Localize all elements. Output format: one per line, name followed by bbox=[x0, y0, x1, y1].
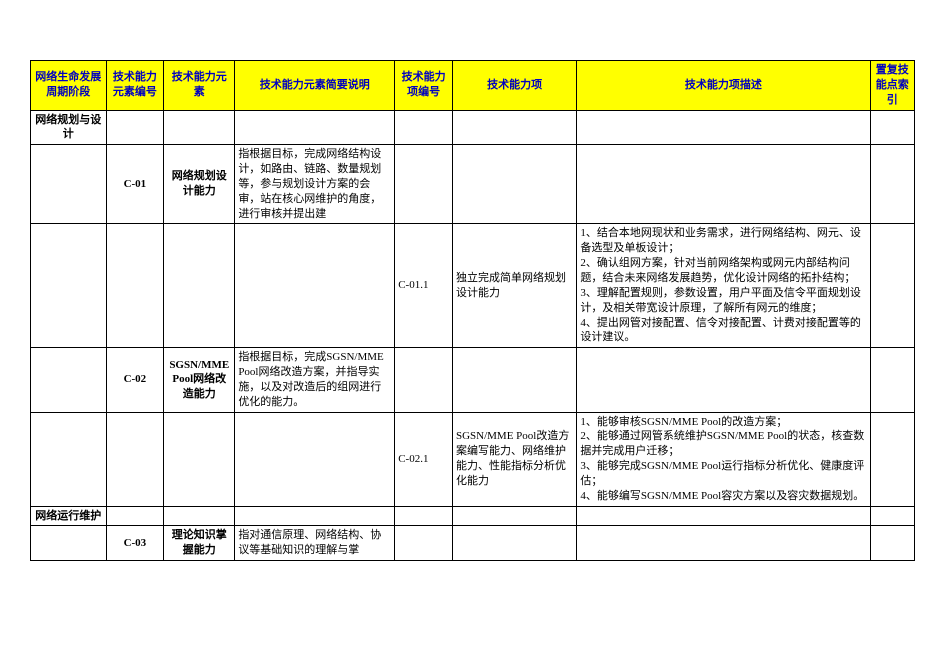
cell bbox=[106, 412, 164, 506]
cell bbox=[31, 224, 107, 348]
cell bbox=[106, 506, 164, 526]
col-header-ref: 置复技能点索引 bbox=[870, 61, 914, 111]
cell bbox=[577, 506, 870, 526]
cell bbox=[395, 506, 453, 526]
cell bbox=[164, 506, 235, 526]
cell bbox=[106, 224, 164, 348]
section-row-plan-design: 网络规划与设计 bbox=[31, 110, 915, 145]
cell bbox=[395, 526, 453, 561]
cell bbox=[870, 526, 914, 561]
col-header-element-id: 技术能力元素编号 bbox=[106, 61, 164, 111]
row-c02-1: C-02.1 SGSN/MME Pool改造方案编写能力、网络维护能力、性能指标… bbox=[31, 412, 915, 506]
row-c01-1: C-01.1 独立完成简单网络规划设计能力 1、结合本地网现状和业务需求，进行网… bbox=[31, 224, 915, 348]
cell bbox=[395, 348, 453, 412]
section-title-ops-maint: 网络运行维护 bbox=[31, 506, 107, 526]
element-desc-c03: 指对通信原理、网络结构、协议等基础知识的理解与掌 bbox=[235, 526, 395, 561]
element-id-c02: C-02 bbox=[106, 348, 164, 412]
cell bbox=[235, 224, 395, 348]
cell bbox=[577, 348, 870, 412]
cell bbox=[452, 506, 576, 526]
col-header-element-desc: 技术能力元素简要说明 bbox=[235, 61, 395, 111]
item-id-c02-1: C-02.1 bbox=[395, 412, 453, 506]
cell bbox=[452, 348, 576, 412]
col-header-element-name: 技术能力元素 bbox=[164, 61, 235, 111]
cell bbox=[452, 110, 576, 145]
cell bbox=[452, 526, 576, 561]
cell bbox=[106, 110, 164, 145]
cell bbox=[395, 110, 453, 145]
element-name-c03: 理论知识掌握能力 bbox=[164, 526, 235, 561]
element-desc-c01: 指根据目标，完成网络结构设计，如路由、链路、数量规划等，参与规划设计方案的会审，… bbox=[235, 145, 395, 224]
cell bbox=[235, 506, 395, 526]
cell bbox=[577, 526, 870, 561]
cell bbox=[164, 224, 235, 348]
col-header-item-id: 技术能力项编号 bbox=[395, 61, 453, 111]
table-header-row: 网络生命发展周期阶段 技术能力元素编号 技术能力元素 技术能力元素简要说明 技术… bbox=[31, 61, 915, 111]
element-id-c03: C-03 bbox=[106, 526, 164, 561]
section-title-plan-design: 网络规划与设计 bbox=[31, 110, 107, 145]
cell bbox=[870, 412, 914, 506]
element-name-c01: 网络规划设计能力 bbox=[164, 145, 235, 224]
element-name-c02: SGSN/MME Pool网络改造能力 bbox=[164, 348, 235, 412]
element-id-c01: C-01 bbox=[106, 145, 164, 224]
cell bbox=[577, 110, 870, 145]
row-c02: C-02 SGSN/MME Pool网络改造能力 指根据目标，完成SGSN/MM… bbox=[31, 348, 915, 412]
cell bbox=[31, 145, 107, 224]
cell bbox=[31, 348, 107, 412]
cell bbox=[395, 145, 453, 224]
col-header-item-name: 技术能力项 bbox=[452, 61, 576, 111]
section-row-ops-maint: 网络运行维护 bbox=[31, 506, 915, 526]
cell bbox=[870, 224, 914, 348]
row-c01: C-01 网络规划设计能力 指根据目标，完成网络结构设计，如路由、链路、数量规划… bbox=[31, 145, 915, 224]
cell bbox=[870, 110, 914, 145]
col-header-stage: 网络生命发展周期阶段 bbox=[31, 61, 107, 111]
item-desc-c01-1: 1、结合本地网现状和业务需求，进行网络结构、网元、设备选型及单板设计；2、确认组… bbox=[577, 224, 870, 348]
item-name-c01-1: 独立完成简单网络规划设计能力 bbox=[452, 224, 576, 348]
item-id-c01-1: C-01.1 bbox=[395, 224, 453, 348]
cell bbox=[164, 412, 235, 506]
item-desc-c02-1: 1、能够审核SGSN/MME Pool的改造方案；2、能够通过网管系统维护SGS… bbox=[577, 412, 870, 506]
cell bbox=[235, 412, 395, 506]
cell bbox=[31, 526, 107, 561]
cell bbox=[31, 412, 107, 506]
cell bbox=[235, 110, 395, 145]
capability-table: 网络生命发展周期阶段 技术能力元素编号 技术能力元素 技术能力元素简要说明 技术… bbox=[30, 60, 915, 561]
cell bbox=[870, 506, 914, 526]
cell bbox=[452, 145, 576, 224]
item-name-c02-1: SGSN/MME Pool改造方案编写能力、网络维护能力、性能指标分析优化能力 bbox=[452, 412, 576, 506]
cell bbox=[577, 145, 870, 224]
element-desc-c02: 指根据目标，完成SGSN/MME Pool网络改造方案，并指导实施，以及对改造后… bbox=[235, 348, 395, 412]
cell bbox=[870, 348, 914, 412]
row-c03: C-03 理论知识掌握能力 指对通信原理、网络结构、协议等基础知识的理解与掌 bbox=[31, 526, 915, 561]
cell bbox=[164, 110, 235, 145]
cell bbox=[870, 145, 914, 224]
col-header-item-desc: 技术能力项描述 bbox=[577, 61, 870, 111]
